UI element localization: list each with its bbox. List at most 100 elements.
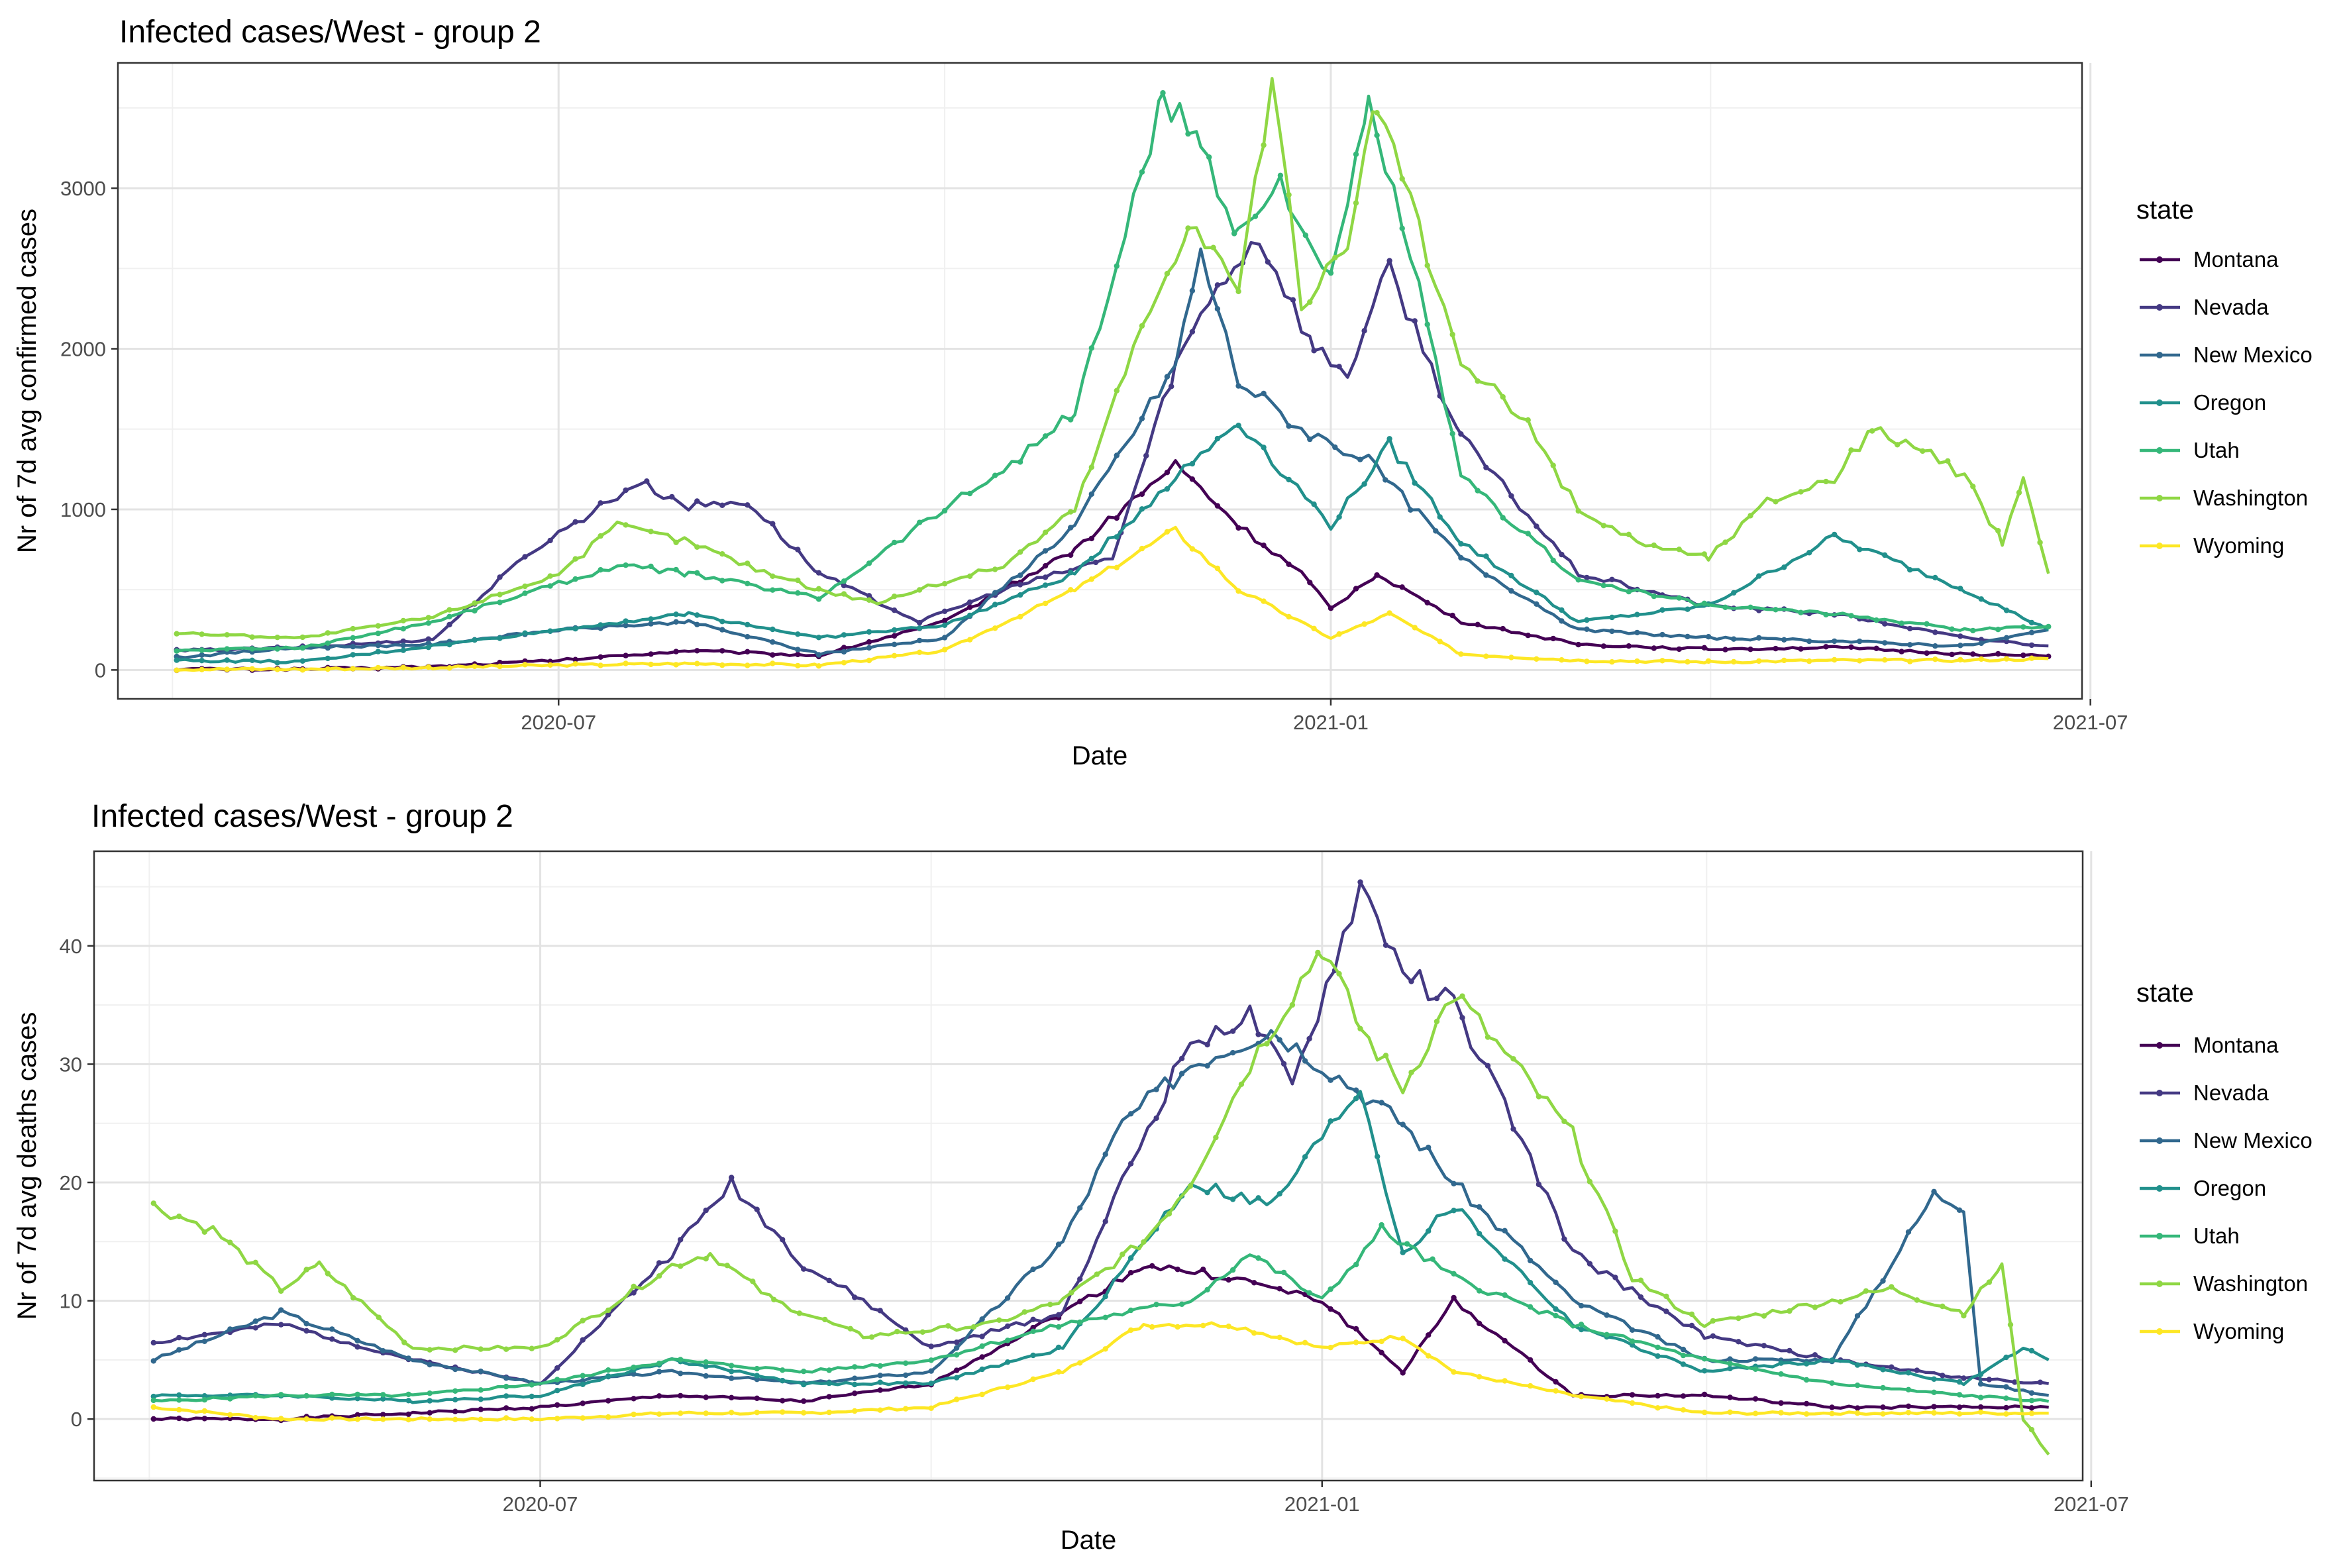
data-point [1399,225,1405,231]
legend-label: Utah [2193,1224,2240,1248]
legend-label: Oregon [2193,1176,2266,1200]
data-point [1306,1035,1312,1042]
data-point [425,664,431,670]
data-point [2028,1390,2035,1396]
data-point [891,539,898,546]
data-point [1068,587,1074,593]
data-point [176,1213,182,1220]
data-point [1823,611,1829,618]
data-point [472,607,478,614]
data-point [1386,436,1392,442]
data-point [1553,1312,1559,1319]
data-point [1030,1266,1036,1273]
data-point [891,641,898,647]
data-point [677,1237,684,1243]
data-point [866,597,872,603]
data-point [1500,625,1506,632]
data-point [1508,493,1514,499]
data-point [1214,282,1221,288]
data-point [1680,1361,1687,1367]
data-point [1534,590,1539,596]
data-point [224,646,230,652]
data-point [780,1367,786,1373]
data-point [1386,258,1392,264]
data-point [1143,452,1149,459]
data-point [1200,1322,1206,1329]
data-point [176,1335,182,1341]
data-point [522,554,528,560]
data-point [1437,639,1443,645]
data-point [623,487,629,494]
data-point [694,621,700,627]
data-point [815,652,822,658]
data-point [1869,428,1875,434]
data-point [780,1378,786,1384]
data-point [1235,423,1241,429]
data-point [380,1416,386,1422]
data-point [894,1328,900,1335]
data-point [1752,1366,1759,1372]
data-point [1213,1134,1219,1141]
data-point [801,1266,807,1272]
data-point [150,1397,156,1404]
data-point [303,1321,309,1327]
data-point [325,645,331,651]
data-point [815,570,822,576]
data-point [1970,651,1976,657]
data-point [1895,442,1901,448]
data-point [928,1343,934,1349]
data-point [877,1373,883,1379]
data-point [979,1354,985,1360]
data-point [478,1368,484,1375]
legend-title: state [2136,978,2194,1008]
data-point [2003,1384,2009,1390]
data-point [227,1396,233,1402]
data-point [1727,1361,1733,1367]
data-point [673,611,679,617]
data-point [1651,542,1657,549]
data-point [224,666,230,672]
data-point [1889,1364,1895,1370]
data-point [966,637,973,643]
data-point [979,1366,985,1373]
data-point [770,639,776,645]
data-point [1127,1327,1134,1333]
data-point [719,648,725,654]
data-point [1626,531,1632,537]
data-point [1189,287,1196,294]
data-point [1710,1318,1716,1324]
data-point [572,556,578,562]
data-point [425,640,431,647]
data-point [452,1396,458,1403]
y-axis-label: Nr of 7d avg deaths cases [13,1012,42,1320]
data-point [1042,548,1049,554]
data-point [2020,624,2026,630]
data-point [1311,501,1317,507]
data-point [1399,584,1405,590]
data-point [1747,604,1753,610]
data-point [2028,1410,2035,1416]
y-tick-label: 20 [60,1171,82,1194]
data-point [554,1337,560,1343]
data-point [1164,470,1171,476]
data-point [1634,629,1640,636]
data-point [405,1411,411,1418]
data-point [1778,1410,1784,1416]
data-point [928,1357,934,1363]
data-point [729,1369,735,1375]
data-point [1404,1241,1410,1247]
x-tick-label: 2021-07 [2053,711,2128,734]
legend-key-point [2156,1042,2163,1049]
data-point [1055,1312,1062,1318]
data-point [1408,978,1414,984]
data-point [227,1239,233,1245]
data-point [852,1408,858,1414]
data-point [1949,626,1955,632]
data-point [1781,564,1787,570]
data-point [1655,1333,1661,1340]
data-point [354,1391,360,1398]
data-point [1353,586,1359,592]
y-tick-label: 0 [71,1408,82,1431]
data-point [1226,1324,1231,1330]
data-point [1374,132,1380,138]
